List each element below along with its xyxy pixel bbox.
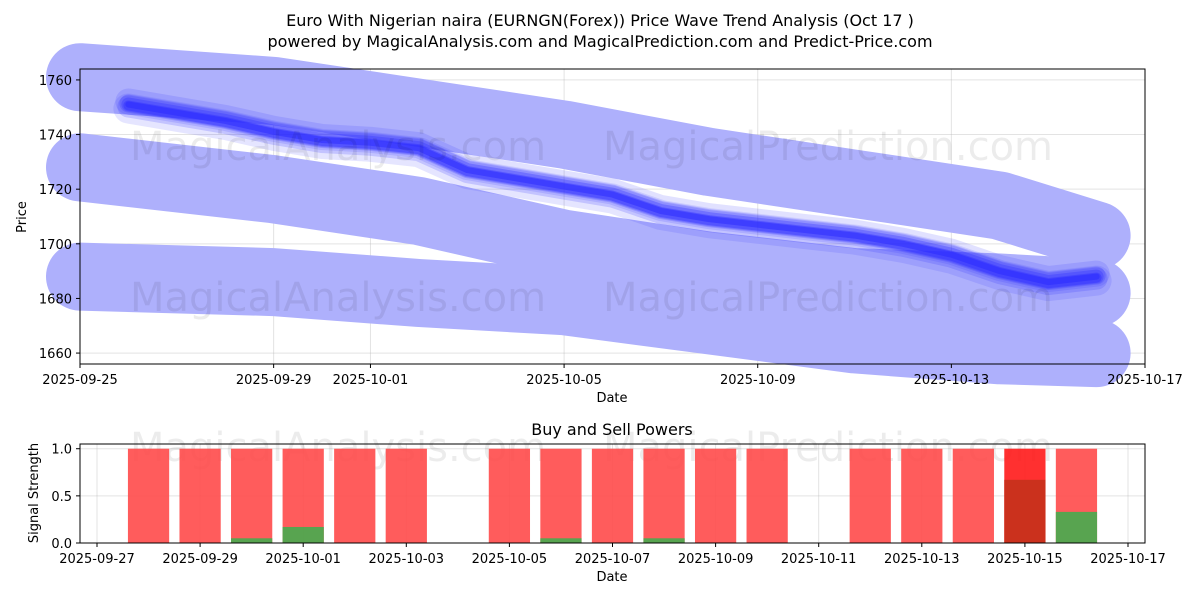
bottom-x-tick-label: 2025-10-13 [884,552,960,567]
sell-bar [231,448,273,543]
top-x-tick-label: 2025-10-13 [914,373,990,388]
bottom-y-axis-label: Signal Strength [27,443,42,543]
bottom-y-tick-label: 0.0 [51,537,72,552]
watermark-prediction-top-1: MagicalPrediction.com [603,124,1053,170]
buy-bar [231,538,273,543]
watermark-analysis-top-2: MagicalAnalysis.com [130,275,546,321]
sell-bar [488,448,531,543]
sell-bar [849,448,891,543]
top-y-axis-label: Price [15,201,30,233]
top-x-tick-label: 2025-10-05 [526,373,602,388]
wave-line-6 [125,101,1100,286]
top-x-tick-label: 2025-10-17 [1107,373,1183,388]
sell-bar [334,448,376,543]
buy-bar [643,538,685,543]
bottom-x-tick-label: 2025-10-03 [369,552,445,567]
sell-bar [952,448,994,543]
bottom-x-tick-label: 2025-10-11 [781,552,857,567]
price-wave-chart: MagicalAnalysis.com MagicalPrediction.co… [15,43,1183,406]
top-x-tick-label: 2025-09-25 [42,373,118,388]
sell-bar [540,448,582,543]
sell-bar [694,448,737,543]
top-x-tick-label: 2025-10-01 [333,373,409,388]
bottom-axes: 2025-09-27 2025-09-29 2025-10-01 2025-10-03… [51,443,1165,567]
bottom-x-axis-label: Date [596,570,627,585]
sell-bar [591,448,634,543]
top-axes: 2025-09-25 2025-09-29 2025-10-01 2025-10-05… [39,74,1183,388]
bottom-x-tick-label: 2025-09-27 [59,552,135,567]
bottom-x-tick-label: 2025-10-01 [265,552,341,567]
wave-line-0 [113,93,1112,302]
band-layer [46,43,1131,388]
chart-title: Euro With Nigerian naira (EURNGN(Forex))… [286,11,914,30]
top-x-axis-label: Date [596,391,627,406]
bottom-x-tick-label: 2025-10-05 [472,552,548,567]
bottom-x-tick-label: 2025-10-17 [1090,552,1166,567]
sell-bar [385,448,427,543]
sell-bar [127,448,170,543]
watermark-analysis-top-1: MagicalAnalysis.com [130,124,546,170]
sell-bar [901,448,943,543]
top-y-tick-label: 1680 [39,292,72,307]
buy-sell-title: Buy and Sell Powers [531,420,693,439]
top-x-tick-label: 2025-10-09 [720,373,796,388]
top-plot-frame [79,68,1146,365]
middle-band [46,133,1131,327]
top-y-tick-label: 1720 [39,183,72,198]
bottom-y-tick-label: 1.0 [51,443,72,458]
chart-subtitle: powered by MagicalAnalysis.com and Magic… [267,32,932,51]
buy-bar [1004,479,1046,543]
sell-bar [643,448,685,543]
lower-band [46,242,1131,388]
top-y-tick-label: 1760 [39,74,72,89]
top-y-tick-label: 1660 [39,347,72,362]
upper-band [46,43,1131,270]
sell-bar [179,448,221,543]
sell-bar [746,448,788,543]
buy-bar [540,538,582,543]
bottom-x-tick-label: 2025-10-15 [987,552,1063,567]
bottom-x-tick-label: 2025-09-29 [162,552,238,567]
buy-bar [1055,511,1098,543]
buy-sell-chart: Buy and Sell Powers MagicalAnalysis.com … [27,420,1166,585]
buy-bar [282,526,324,543]
watermark-prediction-top-2: MagicalPrediction.com [603,275,1053,321]
bottom-x-tick-label: 2025-10-07 [575,552,651,567]
bottom-y-tick-label: 0.5 [51,490,72,505]
wave-layer [113,88,1112,302]
top-x-tick-label: 2025-09-29 [236,373,312,388]
top-y-tick-label: 1740 [39,129,72,144]
bar-layer [127,448,1098,543]
bottom-x-tick-label: 2025-10-09 [678,552,754,567]
top-y-tick-label: 1700 [39,238,72,253]
